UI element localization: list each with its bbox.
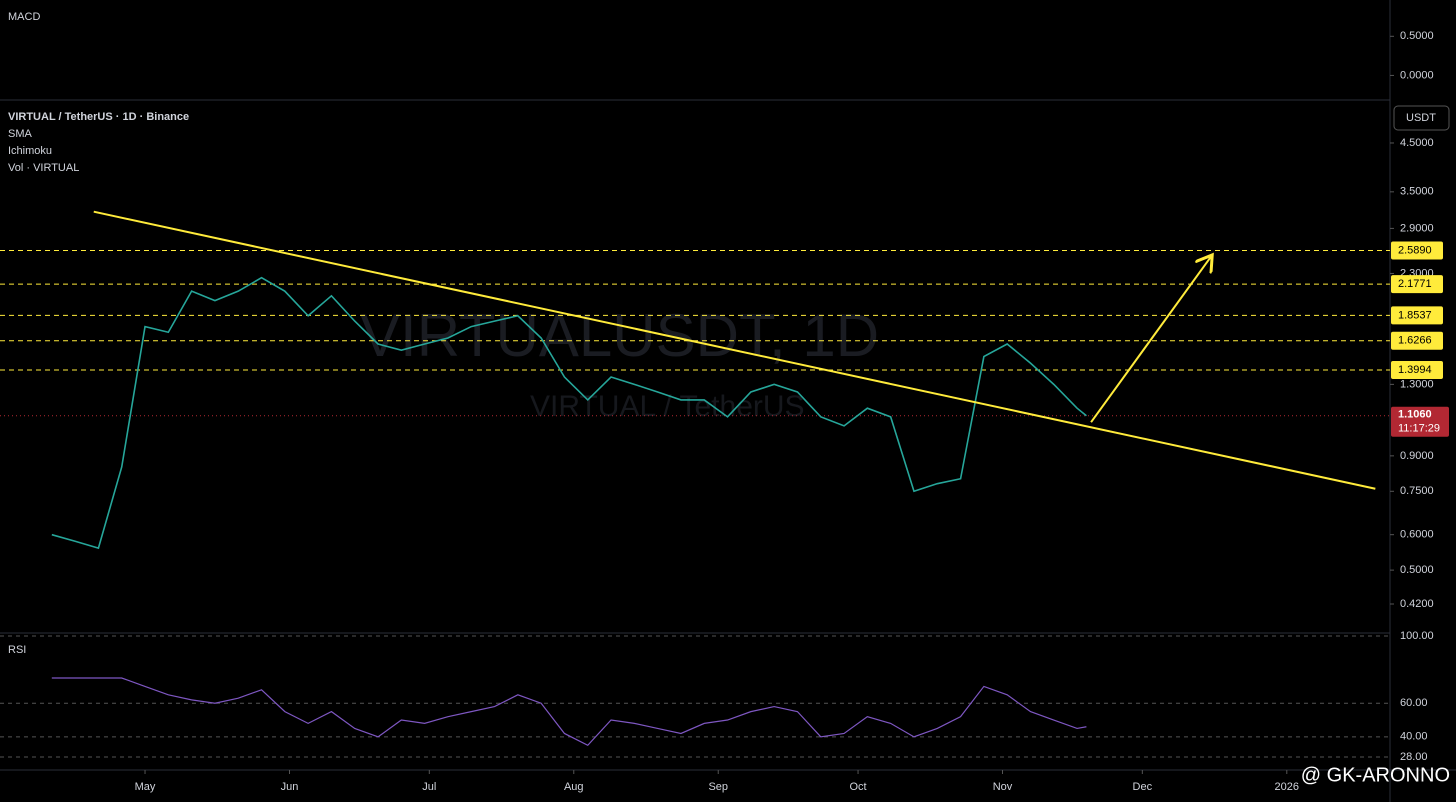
signature: @ GK-ARONNO xyxy=(1301,764,1450,786)
indicator: SMA xyxy=(8,128,33,140)
macd-tick-label: 0.0000 xyxy=(1400,69,1434,81)
level-label: 2.1771 xyxy=(1398,278,1432,290)
macd-title: MACD xyxy=(8,11,40,23)
x-tick-label: Nov xyxy=(993,781,1013,793)
level-badge xyxy=(1391,361,1443,380)
y-tick-label: 4.5000 xyxy=(1400,137,1434,149)
level-label: 1.3994 xyxy=(1398,364,1432,376)
rsi-title: RSI xyxy=(8,644,26,656)
y-tick-label: 0.6000 xyxy=(1400,529,1434,541)
x-tick-label: 2026 xyxy=(1275,781,1299,793)
level-label: 1.8537 xyxy=(1398,309,1432,321)
rsi-tick-label: 28.00 xyxy=(1400,751,1428,763)
level-badge xyxy=(1391,306,1443,325)
x-tick-label: Jul xyxy=(422,781,436,793)
y-tick-label: 1.3000 xyxy=(1400,378,1434,390)
y-tick-label: 0.9000 xyxy=(1400,450,1434,462)
last-price-label: 1.1060 xyxy=(1398,409,1432,421)
level-badge xyxy=(1391,331,1443,350)
rsi-tick-label: 60.00 xyxy=(1400,697,1428,709)
currency[interactable]: USDT xyxy=(1406,112,1436,124)
rsi-tick-label: 40.00 xyxy=(1400,731,1428,743)
level-badge xyxy=(1391,275,1443,294)
rsi-line xyxy=(51,677,1087,746)
x-tick-label: May xyxy=(135,781,156,793)
watermark: VIRTUALUSDT, 1D xyxy=(360,302,879,369)
level-label: 2.5890 xyxy=(1398,244,1432,256)
y-tick-label: 2.9000 xyxy=(1400,222,1434,234)
rsi-tick-label: 100.00 xyxy=(1400,630,1434,642)
x-tick-label: Sep xyxy=(708,781,728,793)
chart-title: VIRTUAL / TetherUS · 1D · Binance xyxy=(8,111,189,123)
y-tick-label: 0.5000 xyxy=(1400,564,1434,576)
countdown: 11:17:29 xyxy=(1398,423,1440,435)
y-tick-label: 0.7500 xyxy=(1400,485,1434,497)
indicator: Vol · VIRTUAL xyxy=(8,162,79,174)
x-tick-label: Oct xyxy=(849,781,866,793)
y-tick-label: 0.4200 xyxy=(1400,598,1434,610)
indicator: Ichimoku xyxy=(8,145,52,157)
x-tick-label: Aug xyxy=(564,781,584,793)
x-tick-label: Dec xyxy=(1133,781,1153,793)
level-label: 1.6266 xyxy=(1398,335,1432,347)
price-line xyxy=(51,276,1087,550)
macd-tick-label: 0.5000 xyxy=(1400,30,1434,42)
level-badge xyxy=(1391,241,1443,260)
trendline xyxy=(93,210,1376,490)
arrow xyxy=(1090,255,1212,423)
x-tick-label: Jun xyxy=(281,781,299,793)
currency-box[interactable] xyxy=(1393,105,1450,131)
last-price-badge xyxy=(1391,406,1449,437)
y-tick-label: 3.5000 xyxy=(1400,186,1434,198)
